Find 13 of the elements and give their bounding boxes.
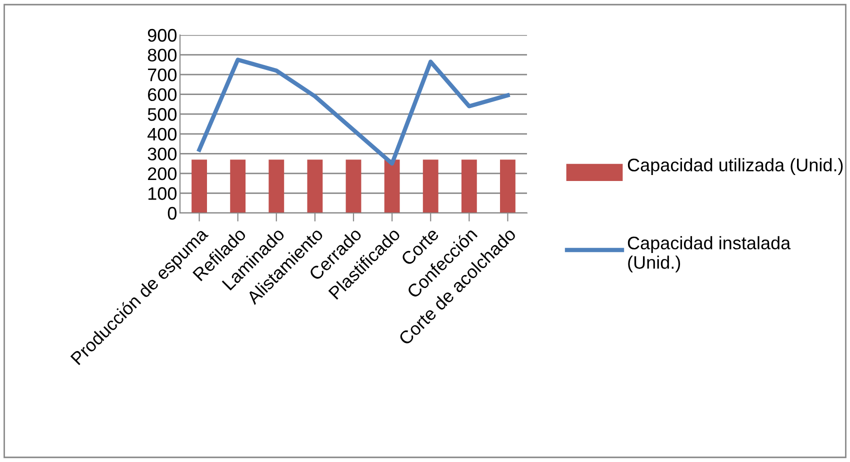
y-tick-label: 700 [148,68,177,82]
line-series [197,58,510,166]
y-tick-label: 0 [168,206,177,220]
y-tick-label: 600 [148,88,177,102]
y-tick-label: 900 [148,28,177,42]
y-tick-label: 400 [148,128,177,141]
legend-label: Capacidad utilizada (Unid.) [628,158,843,175]
y-tick-label: 100 [148,187,177,200]
y-tick-label: 300 [148,148,177,160]
y-tick-label: 500 [148,108,177,121]
y-tick-label: 800 [148,48,177,62]
legend-label: Capacidad instalada (Unid.) [628,236,791,272]
y-tick-label: 200 [148,167,177,180]
